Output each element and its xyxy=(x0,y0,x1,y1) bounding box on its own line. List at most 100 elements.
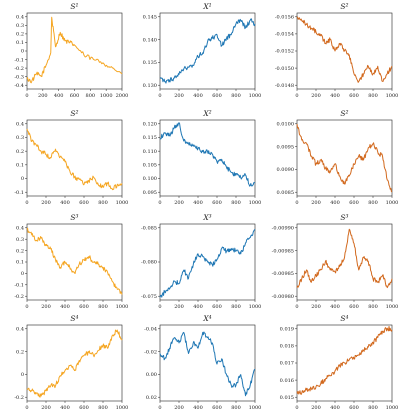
x-tick-label: 1000 xyxy=(100,93,113,99)
axes-frame xyxy=(159,119,256,197)
y-tick-label: 0.4 xyxy=(16,15,24,21)
x-tick-label: 0 xyxy=(25,93,28,99)
y-tick-label: -0.0154 xyxy=(275,32,294,38)
y-tick-label: 0.1 xyxy=(16,260,24,266)
x-tick-label: 200 xyxy=(311,200,321,206)
y-tick-label: -0.0152 xyxy=(275,49,294,55)
x-tick-label: 1000 xyxy=(116,405,129,411)
x-tick-label: 200 xyxy=(174,304,184,310)
y-tick-label: 0.3 xyxy=(16,23,24,29)
x-tick-label: 600 xyxy=(70,93,80,99)
y-tick-label: 0.4 xyxy=(16,122,24,128)
y-tick-label: -0.080 xyxy=(141,260,157,266)
y-tick-label: -0.075 xyxy=(141,294,157,300)
x-tick-label: 0 xyxy=(158,93,161,99)
y-tick-label: 0.017 xyxy=(280,361,294,367)
y-tick-label: 0.095 xyxy=(143,190,157,196)
y-tick-label: -0.3 xyxy=(14,74,24,80)
axes-frame xyxy=(296,223,393,301)
x-tick-label: 400 xyxy=(193,405,203,411)
chart-panel-12: S⁴ 0 200 400 600 800 1000 0.015 0.016 0.017 0.018 0… xyxy=(280,314,399,411)
y-tick-label: 0.2 xyxy=(16,149,24,155)
axes-frame xyxy=(26,324,123,402)
x-tick-label: 200 xyxy=(174,200,184,206)
y-tick-label: -0.02 xyxy=(144,349,157,355)
panel-title: S⁴ xyxy=(340,314,348,323)
x-tick-label: 800 xyxy=(231,304,241,310)
y-tick-label: 0.140 xyxy=(143,37,157,43)
y-tick-label: 0.019 xyxy=(280,327,294,333)
y-tick-label: -0.00985 xyxy=(272,271,294,277)
series-line xyxy=(159,18,256,84)
x-tick-label: 0 xyxy=(295,304,298,310)
panel-title: S³ xyxy=(70,213,78,222)
x-tick-label: 600 xyxy=(349,200,359,206)
y-tick-label: -0.4 xyxy=(14,83,24,89)
y-tick-label: 0.016 xyxy=(280,378,294,384)
y-tick-label: -0.0150 xyxy=(275,66,294,72)
x-tick-label: 400 xyxy=(330,200,340,206)
x-tick-label: 1000 xyxy=(249,200,262,206)
x-tick-label: 400 xyxy=(330,304,340,310)
x-tick-label: 200 xyxy=(174,405,184,411)
y-tick-label: -0.1 xyxy=(14,57,24,63)
x-tick-label: 800 xyxy=(368,93,378,99)
axes-frame xyxy=(296,119,393,197)
axes-frame xyxy=(26,119,123,197)
x-tick-label: 600 xyxy=(212,405,222,411)
x-tick-label: 400 xyxy=(193,304,203,310)
chart-panel-1: S¹ 0 200 400 600 800 1000 2000 -0.4 -0.3 -0.2 -0.1 0… xyxy=(14,2,128,99)
panel-title: X² xyxy=(202,109,211,118)
series-line xyxy=(26,329,123,398)
y-tick-label: 0.1 xyxy=(16,40,24,46)
y-tick-label: 0.4 xyxy=(16,226,24,232)
x-tick-label: 400 xyxy=(330,93,340,99)
chart-panel-2: X¹ 0 200 400 600 800 1000 0.130 0.135 0.140 0.145 xyxy=(143,2,262,99)
x-tick-label: 200 xyxy=(311,304,321,310)
x-tick-label: 2000 xyxy=(116,93,129,99)
y-tick-label: -0.00980 xyxy=(272,294,294,300)
x-tick-label: 800 xyxy=(98,200,108,206)
y-tick-label: 0.015 xyxy=(280,395,294,401)
series-line xyxy=(159,331,256,397)
y-tick-label: -0.085 xyxy=(141,226,157,232)
x-tick-label: 800 xyxy=(86,93,96,99)
y-tick-label: 0.130 xyxy=(143,83,157,89)
y-tick-label: 0.0100 xyxy=(277,122,295,128)
y-tick-label: 0.1 xyxy=(16,163,24,169)
x-tick-label: 400 xyxy=(60,304,70,310)
x-tick-label: 0 xyxy=(25,405,28,411)
x-tick-label: 200 xyxy=(311,93,321,99)
panel-title: S² xyxy=(340,2,348,11)
series-line xyxy=(296,16,393,83)
y-tick-label: 0.2 xyxy=(16,349,24,355)
panel-title: S¹ xyxy=(70,2,78,11)
x-tick-label: 800 xyxy=(231,93,241,99)
x-tick-label: 1000 xyxy=(249,405,262,411)
y-tick-label: 0.02 xyxy=(146,395,157,401)
y-tick-label: 0.3 xyxy=(16,237,24,243)
x-tick-label: 400 xyxy=(193,200,203,206)
series-line xyxy=(26,128,123,191)
axes-frame xyxy=(159,12,256,90)
axes-frame xyxy=(159,324,256,402)
panel-title: S⁴ xyxy=(70,314,78,323)
x-tick-label: 600 xyxy=(212,200,222,206)
y-tick-label: -0.04 xyxy=(144,327,157,333)
series-line xyxy=(296,228,393,289)
y-tick-label: 0.100 xyxy=(143,176,157,182)
y-tick-label: 0.120 xyxy=(143,122,157,128)
panel-grid: S¹0 200 400 600 800 1000 2000-0.4-0.3-0.2-0.10… xyxy=(14,2,398,411)
x-tick-label: 400 xyxy=(54,93,64,99)
series-line xyxy=(159,122,256,187)
chart-panel-8: X³ 0 200 400 600 800 1000 -0.075 -0.080 -0.085 xyxy=(141,213,261,310)
panel-title: X⁴ xyxy=(202,314,211,323)
x-tick-label: 800 xyxy=(231,405,241,411)
x-tick-label: 200 xyxy=(174,93,184,99)
x-tick-label: 0 xyxy=(158,304,161,310)
x-tick-label: 1000 xyxy=(116,304,129,310)
x-tick-label: 200 xyxy=(41,405,51,411)
series-line xyxy=(26,227,123,295)
x-tick-label: 600 xyxy=(79,405,89,411)
x-tick-label: 0 xyxy=(295,200,298,206)
